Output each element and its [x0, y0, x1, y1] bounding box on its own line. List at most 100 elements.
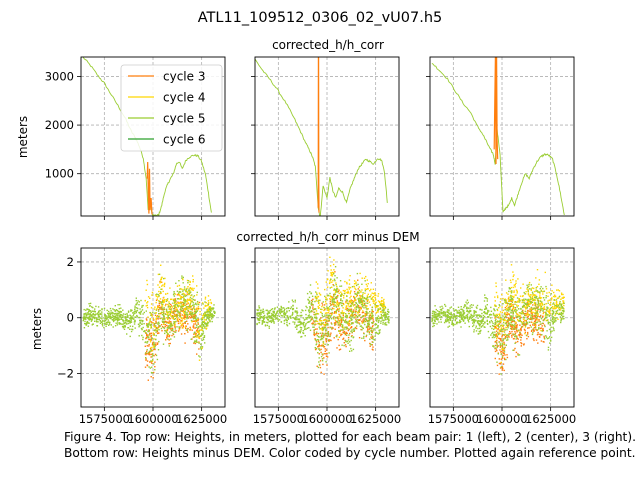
- scatter-point: [505, 344, 507, 346]
- row-title-heights: corrected_h/h_corr: [272, 38, 384, 52]
- scatter-point: [322, 334, 325, 336]
- scatter-point: [319, 360, 322, 362]
- scatter-point: [519, 319, 521, 322]
- scatter-point: [323, 373, 325, 375]
- scatter-point: [340, 285, 343, 287]
- scatter-point: [326, 356, 329, 358]
- scatter-point: [358, 299, 360, 301]
- scatter-point: [524, 302, 526, 304]
- scatter-point: [561, 297, 563, 299]
- scatter-point: [352, 322, 354, 325]
- scatter-point: [348, 323, 351, 325]
- scatter-point: [531, 317, 534, 319]
- scatter-point: [494, 331, 496, 333]
- scatter-point: [482, 318, 484, 320]
- scatter-point: [278, 310, 281, 312]
- panel-data: [431, 264, 565, 375]
- scatter-point: [347, 342, 349, 344]
- scatter-point: [523, 305, 525, 307]
- scatter-point: [193, 287, 195, 290]
- scatter-point: [175, 300, 177, 302]
- scatter-point: [460, 326, 462, 328]
- scatter-point: [143, 323, 145, 325]
- scatter-point: [526, 316, 529, 318]
- scatter-point: [304, 335, 306, 337]
- scatter-point: [464, 322, 466, 324]
- scatter-point: [524, 319, 526, 322]
- scatter-point: [198, 341, 200, 343]
- scatter-point: [154, 361, 156, 363]
- scatter-point: [360, 304, 363, 306]
- scatter-point: [193, 342, 195, 344]
- scatter-point: [263, 321, 266, 323]
- scatter-point: [338, 313, 340, 315]
- scatter-point: [134, 307, 136, 309]
- scatter-point: [507, 298, 510, 300]
- scatter-point: [201, 302, 204, 304]
- scatter-point: [175, 306, 177, 309]
- scatter-point: [512, 324, 514, 327]
- scatter-point: [557, 304, 560, 307]
- scatter-point: [126, 319, 128, 321]
- scatter-point: [302, 332, 305, 335]
- scatter-point: [114, 325, 117, 327]
- scatter-point: [165, 339, 167, 341]
- scatter-point: [172, 293, 175, 296]
- scatter-point: [357, 288, 359, 290]
- scatter-point: [542, 330, 544, 332]
- scatter-point: [369, 313, 371, 315]
- scatter-point: [141, 328, 143, 330]
- scatter-point: [519, 333, 522, 336]
- scatter-point: [555, 307, 557, 309]
- scatter-point: [178, 291, 180, 293]
- scatter-point: [534, 312, 537, 315]
- scatter-point: [348, 316, 351, 319]
- scatter-point: [443, 310, 445, 313]
- scatter-point: [383, 314, 385, 316]
- scatter-point: [514, 284, 516, 286]
- scatter-point: [98, 316, 100, 318]
- scatter-point: [495, 305, 497, 307]
- scatter-point: [306, 292, 309, 295]
- scatter-point: [349, 317, 352, 319]
- scatter-point: [347, 302, 349, 305]
- scatter-point: [199, 325, 202, 327]
- scatter-point: [503, 313, 506, 315]
- scatter-point: [343, 330, 346, 333]
- scatter-point: [262, 308, 264, 310]
- scatter-point: [496, 330, 498, 332]
- scatter-point: [497, 296, 499, 299]
- scatter-point: [322, 301, 324, 303]
- scatter-point: [149, 341, 152, 343]
- scatter-point: [536, 313, 538, 315]
- scatter-point: [531, 314, 534, 316]
- scatter-point: [172, 333, 175, 336]
- scatter-point: [153, 346, 155, 348]
- scatter-point: [349, 350, 351, 352]
- scatter-point: [161, 301, 163, 303]
- scatter-point: [130, 315, 132, 317]
- scatter-point: [146, 304, 148, 307]
- scatter-point: [315, 313, 317, 316]
- scatter-point: [91, 319, 93, 321]
- scatter-point: [508, 300, 510, 302]
- scatter-point: [207, 304, 209, 306]
- scatter-point: [180, 333, 183, 335]
- scatter-point: [487, 316, 490, 318]
- scatter-point: [209, 320, 211, 322]
- scatter-point: [358, 319, 360, 321]
- scatter-point: [513, 291, 515, 293]
- scatter-point: [203, 335, 206, 337]
- scatter-point: [357, 307, 359, 309]
- scatter-point: [516, 309, 518, 312]
- scatter-point: [506, 354, 508, 356]
- scatter-point: [372, 299, 374, 301]
- scatter-point: [290, 306, 293, 308]
- scatter-point: [176, 290, 179, 292]
- scatter-point: [150, 335, 152, 338]
- scatter-point: [348, 286, 350, 288]
- scatter-point: [441, 312, 444, 314]
- scatter-point: [536, 311, 539, 314]
- scatter-point: [382, 315, 384, 317]
- scatter-point: [317, 313, 320, 315]
